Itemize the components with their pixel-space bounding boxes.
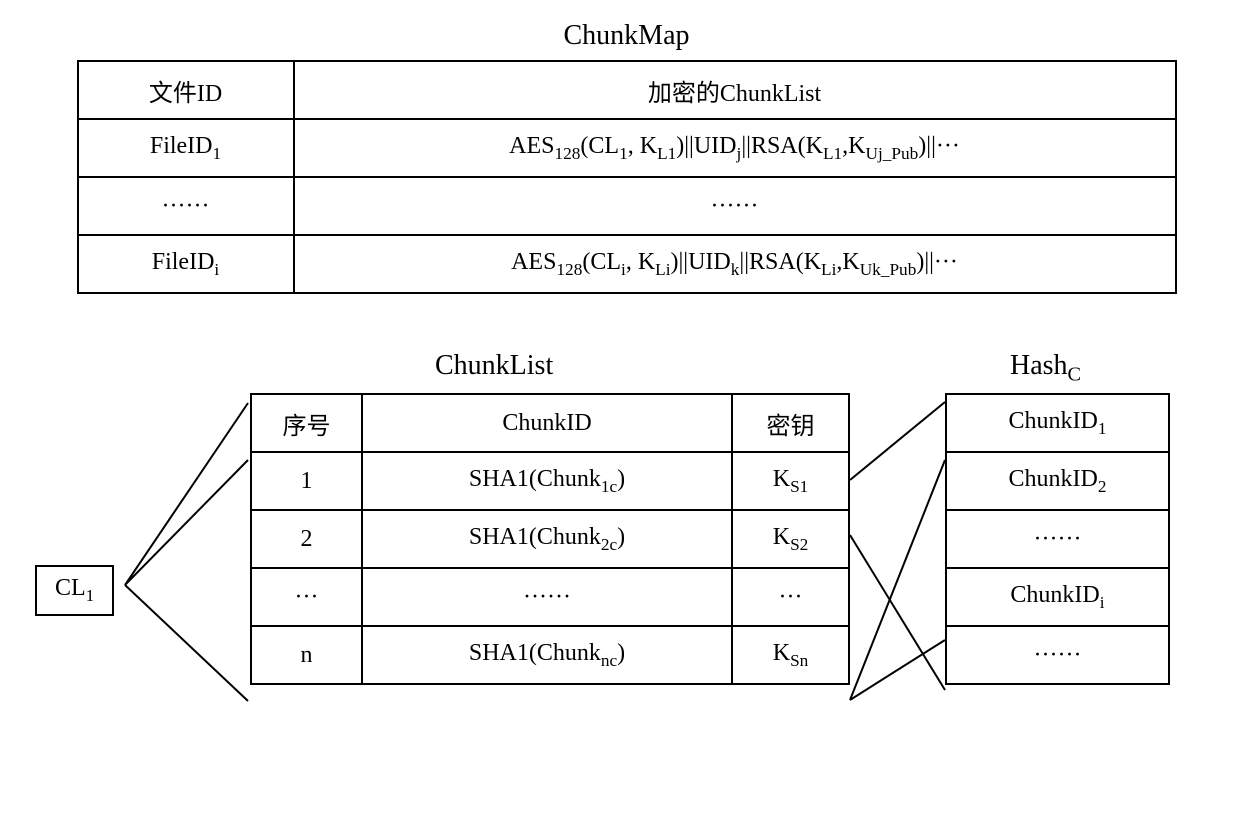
- cell-formula: AES128(CL1, KL1)||UIDj||RSA(KL1,KUj_Pub)…: [294, 119, 1176, 177]
- cell-key: KSn: [732, 626, 849, 684]
- table-row: n SHA1(Chunknc) KSn: [251, 626, 849, 684]
- cell-key: KS1: [732, 452, 849, 510]
- table-row: 序号 ChunkID 密钥: [251, 394, 849, 452]
- table-row: ChunkID2: [946, 452, 1169, 510]
- diagram-container: ChunkMap 文件ID 加密的ChunkList FileID1 AES12…: [20, 20, 1233, 795]
- chunklist-title: ChunkList: [435, 350, 553, 382]
- cell-key: KS2: [732, 510, 849, 568]
- cell-chunkid: ChunkIDi: [946, 568, 1169, 626]
- cell-chunkid: SHA1(Chunknc): [362, 626, 732, 684]
- cell-ellipsis: ······: [362, 568, 732, 626]
- table-row: ChunkID1: [946, 394, 1169, 452]
- cell-seq: n: [251, 626, 362, 684]
- cl-box: CL1: [35, 565, 114, 616]
- cell-formula: AES128(CLi, KLi)||UIDk||RSA(KLi,KUk_Pub)…: [294, 235, 1176, 293]
- header-key: 密钥: [732, 394, 849, 452]
- table-row: ······ ······: [78, 177, 1176, 235]
- table-row: FileID1 AES128(CL1, KL1)||UIDj||RSA(KL1,…: [78, 119, 1176, 177]
- header-seq: 序号: [251, 394, 362, 452]
- cell-fileid: FileID1: [78, 119, 294, 177]
- table-row: ······: [946, 510, 1169, 568]
- table-row: 2 SHA1(Chunk2c) KS2: [251, 510, 849, 568]
- header-encrypted-chunklist: 加密的ChunkList: [294, 61, 1176, 119]
- cell-seq: 2: [251, 510, 362, 568]
- cell-chunkid: SHA1(Chunk2c): [362, 510, 732, 568]
- chunklist-table: 序号 ChunkID 密钥 1 SHA1(Chunk1c) KS1 2 SHA1…: [250, 393, 850, 685]
- connector-list-to-hash: [840, 390, 960, 740]
- table-row: ChunkIDi: [946, 568, 1169, 626]
- connector-cl-to-list: [20, 385, 250, 725]
- table-row: ······: [946, 626, 1169, 684]
- cell-ellipsis: ······: [78, 177, 294, 235]
- table-row: FileIDi AES128(CLi, KLi)||UIDk||RSA(KLi,…: [78, 235, 1176, 293]
- hashc-title: HashC: [1010, 350, 1081, 387]
- hashc-table: ChunkID1 ChunkID2 ······ ChunkIDi ······: [945, 393, 1170, 685]
- chunkmap-title: ChunkMap: [20, 20, 1233, 52]
- header-chunkid: ChunkID: [362, 394, 732, 452]
- header-file-id: 文件ID: [78, 61, 294, 119]
- cell-ellipsis: ······: [294, 177, 1176, 235]
- chunkmap-table: 文件ID 加密的ChunkList FileID1 AES128(CL1, KL…: [77, 60, 1177, 294]
- table-row: 文件ID 加密的ChunkList: [78, 61, 1176, 119]
- table-row: 1 SHA1(Chunk1c) KS1: [251, 452, 849, 510]
- table-row: ··· ······ ···: [251, 568, 849, 626]
- cell-ellipsis: ···: [732, 568, 849, 626]
- cell-seq: 1: [251, 452, 362, 510]
- cell-chunkid: ChunkID2: [946, 452, 1169, 510]
- chunkmap-section: ChunkMap 文件ID 加密的ChunkList FileID1 AES12…: [20, 20, 1233, 294]
- cell-ellipsis: ···: [251, 568, 362, 626]
- cell-ellipsis: ······: [946, 510, 1169, 568]
- cell-chunkid: SHA1(Chunk1c): [362, 452, 732, 510]
- cell-fileid: FileIDi: [78, 235, 294, 293]
- cell-ellipsis: ······: [946, 626, 1169, 684]
- cell-chunkid: ChunkID1: [946, 394, 1169, 452]
